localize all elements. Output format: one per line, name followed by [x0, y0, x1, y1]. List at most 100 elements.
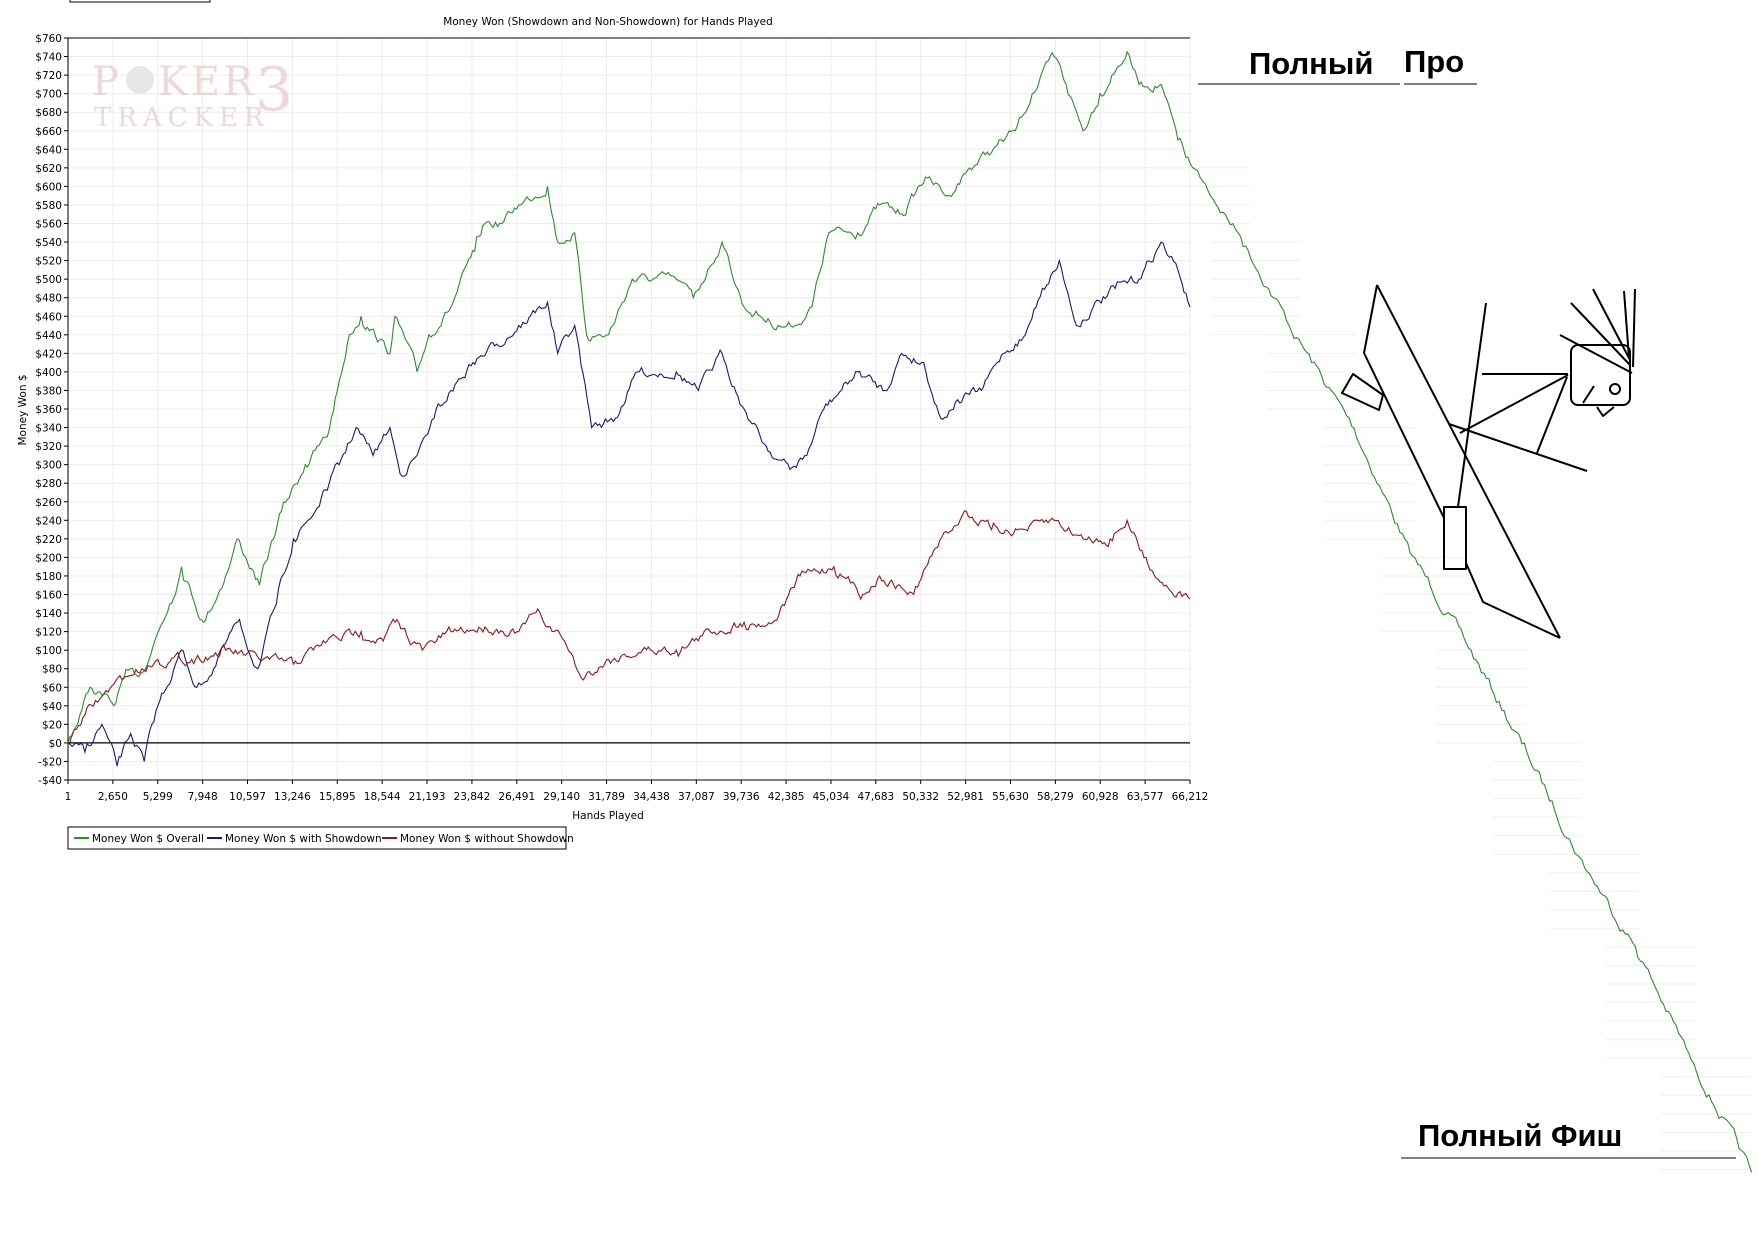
svg-text:KER: KER [158, 59, 256, 105]
series-lines [67, 50, 1753, 1173]
y-tick-label: $60 [42, 682, 62, 694]
y-tick-label: $480 [35, 293, 62, 305]
y-tick-label: $320 [35, 441, 62, 453]
hair-line [1632, 288, 1636, 368]
x-axis-label: Hands Played [572, 810, 643, 822]
wing-bottom-edge [1465, 562, 1561, 639]
x-tick-label: 52,981 [947, 791, 984, 803]
x-tick-label: 66,212 [1172, 791, 1209, 803]
gridlines [67, 37, 1191, 781]
y-tick-label: $220 [35, 534, 62, 546]
legend-label-non-showdown: Money Won $ without Showdown [400, 833, 574, 845]
y-tick-labels: $760 $740 $720 $700 $680 $660 $640 $620 $600 $580… [35, 33, 68, 787]
x-tick-labels: 1 2,650 5,299 7,948 10,597 13,246 15,895 18,544… [65, 780, 1209, 803]
y-tick-label: $140 [35, 608, 62, 620]
y-tick-label: $340 [35, 423, 62, 435]
x-tick-label: 26,491 [498, 791, 535, 803]
annotation-pro: Про [1404, 44, 1464, 79]
y-tick-label: $160 [35, 590, 62, 602]
y-tick-label: $660 [35, 126, 62, 138]
x-tick-label: 31,789 [588, 791, 625, 803]
y-tick-label: $620 [35, 163, 62, 175]
y-tick-label: $40 [42, 701, 62, 713]
watermark-logo: P KER 3 TRACKER [92, 55, 293, 133]
chin [1596, 406, 1615, 417]
legend-label-showdown: Money Won $ with Showdown [225, 833, 382, 845]
mast-line [1457, 302, 1487, 508]
y-tick-label: $400 [35, 367, 62, 379]
x-tick-label: 10,597 [229, 791, 266, 803]
y-tick-label: $460 [35, 311, 62, 323]
x-tick-label: 47,683 [857, 791, 894, 803]
x-tick-label: 39,736 [723, 791, 760, 803]
x-tick-label: 63,577 [1127, 791, 1164, 803]
eye-icon [1609, 383, 1621, 395]
y-tick-label: $700 [35, 89, 62, 101]
y-tick-label: $600 [35, 181, 62, 193]
y-tick-label: $760 [35, 33, 62, 45]
hair-line [1592, 288, 1631, 361]
x-tick-label: 23,842 [454, 791, 491, 803]
y-tick-label: $100 [35, 645, 62, 657]
x-tick-label: 5,299 [143, 791, 173, 803]
extension-gridlines [1160, 167, 1752, 1171]
arm-line [1536, 376, 1568, 454]
y-tick-label: $560 [35, 219, 62, 231]
y-tick-label: $520 [35, 256, 62, 268]
y-tick-label: $440 [35, 330, 62, 342]
x-tick-label: 60,928 [1082, 791, 1119, 803]
y-tick-label: $80 [42, 664, 62, 676]
x-tick-label: 50,332 [902, 791, 939, 803]
y-tick-label: -$40 [38, 775, 62, 787]
series-line-showdown [67, 241, 1191, 767]
y-tick-label: $180 [35, 571, 62, 583]
y-tick-label: $280 [35, 478, 62, 490]
y-tick-label: $200 [35, 552, 62, 564]
series-line-extension [1189, 162, 1753, 1173]
svg-text:3: 3 [255, 55, 293, 125]
annotation-full: Полный [1249, 46, 1373, 81]
y-tick-label: $380 [35, 385, 62, 397]
head [1570, 344, 1631, 406]
y-tick-label: $260 [35, 497, 62, 509]
arm-line [1459, 374, 1569, 434]
annotation-full-fish: Полный Фиш [1418, 1118, 1622, 1153]
x-tick-label: 15,895 [319, 791, 356, 803]
arm-line [1448, 423, 1588, 472]
y-tick-label: $540 [35, 237, 62, 249]
series-line-overall [67, 50, 1191, 744]
stick-figure-drawing [1341, 284, 1636, 639]
rectangle-body [1443, 506, 1467, 570]
x-tick-label: 1 [65, 791, 72, 803]
wing-diagonal [1376, 284, 1561, 639]
hair-line [1570, 302, 1631, 366]
y-axis-label: Money Won $ [17, 374, 29, 445]
y-tick-label: $300 [35, 460, 62, 472]
legend-box [67, 826, 567, 850]
x-tick-label: 45,034 [813, 791, 850, 803]
legend-label-overall: Money Won $ Overall [92, 833, 204, 845]
y-tick-label: $240 [35, 515, 62, 527]
x-tick-label: 58,279 [1037, 791, 1074, 803]
y-tick-label: $500 [35, 274, 62, 286]
y-tick-label: $420 [35, 348, 62, 360]
x-tick-label: 34,438 [633, 791, 670, 803]
x-tick-label: 13,246 [274, 791, 311, 803]
wing-left-edge [1363, 284, 1445, 519]
top-frame-fragment [69, 0, 211, 3]
y-tick-label: $740 [35, 52, 62, 64]
y-tick-label: $360 [35, 404, 62, 416]
svg-text:TRACKER: TRACKER [94, 103, 270, 133]
hair-line [1623, 290, 1630, 359]
x-tick-label: 29,140 [543, 791, 580, 803]
mouth-line [1582, 385, 1595, 404]
x-tick-label: 7,948 [188, 791, 218, 803]
x-tick-label: 42,385 [768, 791, 805, 803]
x-tick-label: 18,544 [364, 791, 401, 803]
y-tick-label: $120 [35, 627, 62, 639]
y-tick-label: $580 [35, 200, 62, 212]
x-tick-label: 2,650 [98, 791, 128, 803]
y-tick-label: $720 [35, 70, 62, 82]
y-tick-label: $20 [42, 719, 62, 731]
